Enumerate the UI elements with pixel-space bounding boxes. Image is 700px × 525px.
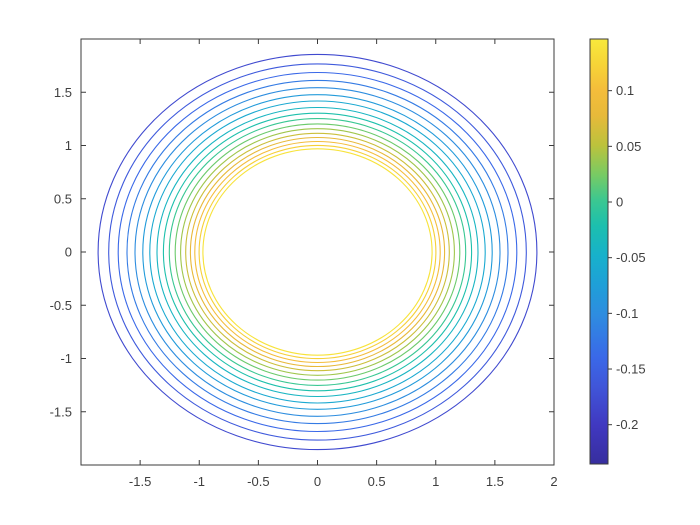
contour-ring-level-0 [168, 118, 467, 386]
x-tick-label: 2 [550, 474, 557, 489]
contour-ring-level--0.16 [108, 63, 527, 441]
y-tick-label: 0.5 [54, 191, 72, 206]
contour-ring-level-0.14 [202, 148, 433, 356]
y-axis-ticks: -1.5 -1 -0.5 0 0.5 1 1.5 [50, 85, 554, 419]
colorbar-tick-label: -0.15 [616, 362, 646, 377]
x-tick-label: -0.5 [247, 474, 269, 489]
colorbar-tick-label: 0 [616, 195, 623, 210]
colorbar-bar [589, 38, 609, 465]
contour-ring-level-0.04 [180, 128, 455, 376]
axes-box [80, 38, 555, 466]
colorbar-tick-label: -0.2 [616, 417, 638, 432]
contour-ring-level-0.02 [174, 123, 461, 381]
x-tick-label: 1 [432, 474, 439, 489]
x-tick-label: -1.5 [129, 474, 151, 489]
contour-ring-level--0.12 [126, 79, 509, 425]
x-tick-label: -1 [193, 474, 205, 489]
contour-ring-level--0.06 [149, 100, 486, 404]
colorbar-tick-label: -0.1 [616, 306, 638, 321]
colorbar: 0.1 0.05 0 -0.05 -0.1 -0.15 -0.2 [589, 38, 646, 465]
x-tick-label: 0.5 [368, 474, 386, 489]
y-tick-label: 1 [65, 138, 72, 153]
colorbar-tick-label: 0.1 [616, 83, 634, 98]
contour-ring-level--0.02 [162, 112, 473, 392]
y-tick-label: -1.5 [50, 404, 72, 419]
contour-ring-level--0.08 [142, 94, 493, 410]
contour-ring-level--0.14 [117, 71, 518, 433]
y-tick-label: -1 [60, 351, 72, 366]
contour-ring-level--0.1 [134, 87, 501, 417]
contour-ring-level-0.08 [189, 136, 446, 368]
contour-ring-level-0.06 [185, 132, 450, 372]
colorbar-tick-label: -0.05 [616, 250, 646, 265]
x-axis-ticks: -1.5 -1 -0.5 0 0.5 1 1.5 2 [129, 39, 558, 489]
y-tick-label: 1.5 [54, 85, 72, 100]
y-tick-label: -0.5 [50, 298, 72, 313]
contour-ring-level--0.04 [156, 106, 479, 398]
contour-ring-level--0.18 [97, 53, 538, 451]
contour-ring-level-0.1 [194, 140, 441, 364]
x-tick-label: 0 [314, 474, 321, 489]
y-tick-label: 0 [65, 245, 72, 260]
colorbar-tick-label: 0.05 [616, 139, 641, 154]
x-tick-label: 1.5 [486, 474, 504, 489]
contour-rings [97, 53, 538, 451]
contour-ring-level-0.12 [198, 144, 437, 360]
